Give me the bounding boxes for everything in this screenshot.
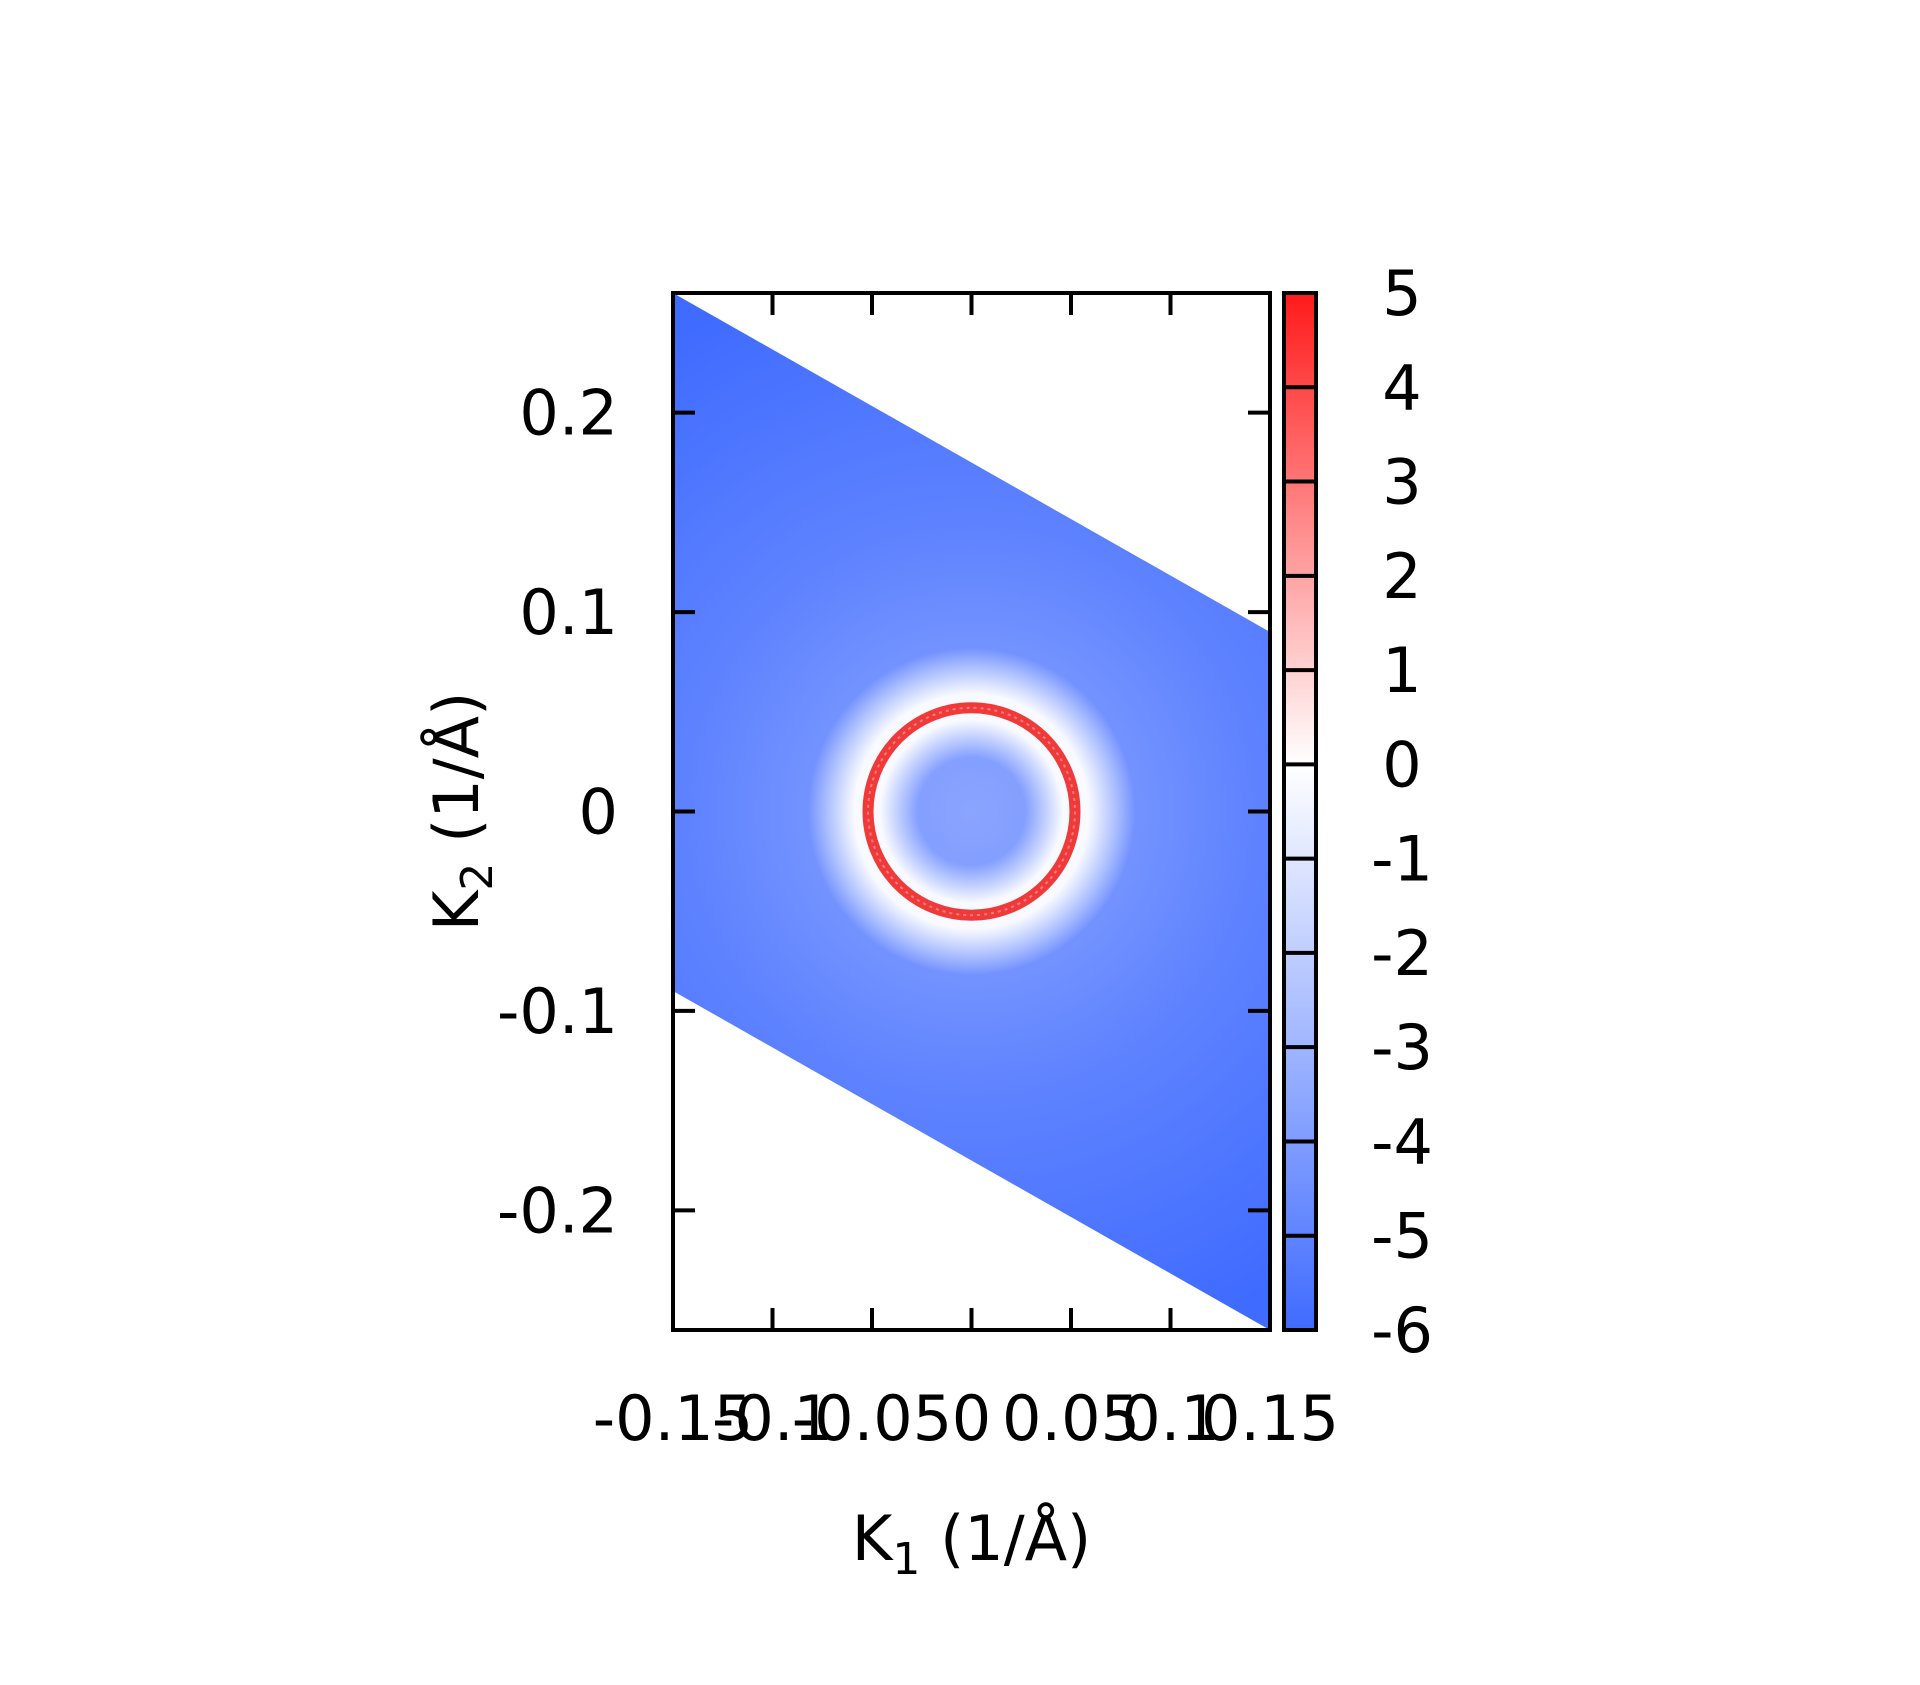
y-tick-label: 0.1: [519, 576, 618, 649]
colorbar-tick-label: -6: [1371, 1294, 1433, 1367]
x-axis-title: K1 (1/Å): [852, 1502, 1092, 1585]
colorbar-frame: [1282, 291, 1318, 1332]
colorbar-tick-label: 4: [1382, 351, 1421, 424]
colorbar-tick-label: 1: [1382, 634, 1421, 707]
colorbar-tick-label: 2: [1382, 540, 1421, 613]
x-tick-label: -0.05: [792, 1382, 952, 1455]
y-axis-title: K2 (1/Å): [420, 692, 503, 932]
ring-halo: [808, 647, 1135, 976]
colorbar-tick-label: -3: [1371, 1011, 1433, 1084]
colorbar-tick-label: -2: [1371, 917, 1433, 990]
colorbar-tick-label: 0: [1382, 728, 1421, 801]
y-tick-label: 0.2: [519, 377, 618, 450]
y-tick-label: -0.2: [497, 1174, 618, 1247]
colorbar-tick-label: 3: [1382, 446, 1421, 519]
ring-texture: [867, 706, 1076, 917]
colorbar-tick-label: -1: [1371, 823, 1433, 896]
y-tick-label: -0.1: [497, 975, 618, 1048]
x-tick-label: 0.1: [1121, 1382, 1220, 1455]
ring-layer: [808, 647, 1135, 976]
x-tick-label: -0.1: [712, 1382, 833, 1455]
x-tick-label: -0.15: [593, 1382, 753, 1455]
colorbar-tick-label: -4: [1371, 1105, 1433, 1178]
colorbar: [1284, 293, 1316, 1330]
colorbar-tick-label: 5: [1382, 257, 1421, 330]
x-tick-label: 0.05: [1002, 1382, 1140, 1455]
x-tick-label: 0: [952, 1382, 991, 1455]
colorbar-tick-label: -5: [1371, 1200, 1433, 1273]
x-tick-label: 0.15: [1201, 1382, 1339, 1455]
y-tick-label: 0: [579, 776, 618, 849]
